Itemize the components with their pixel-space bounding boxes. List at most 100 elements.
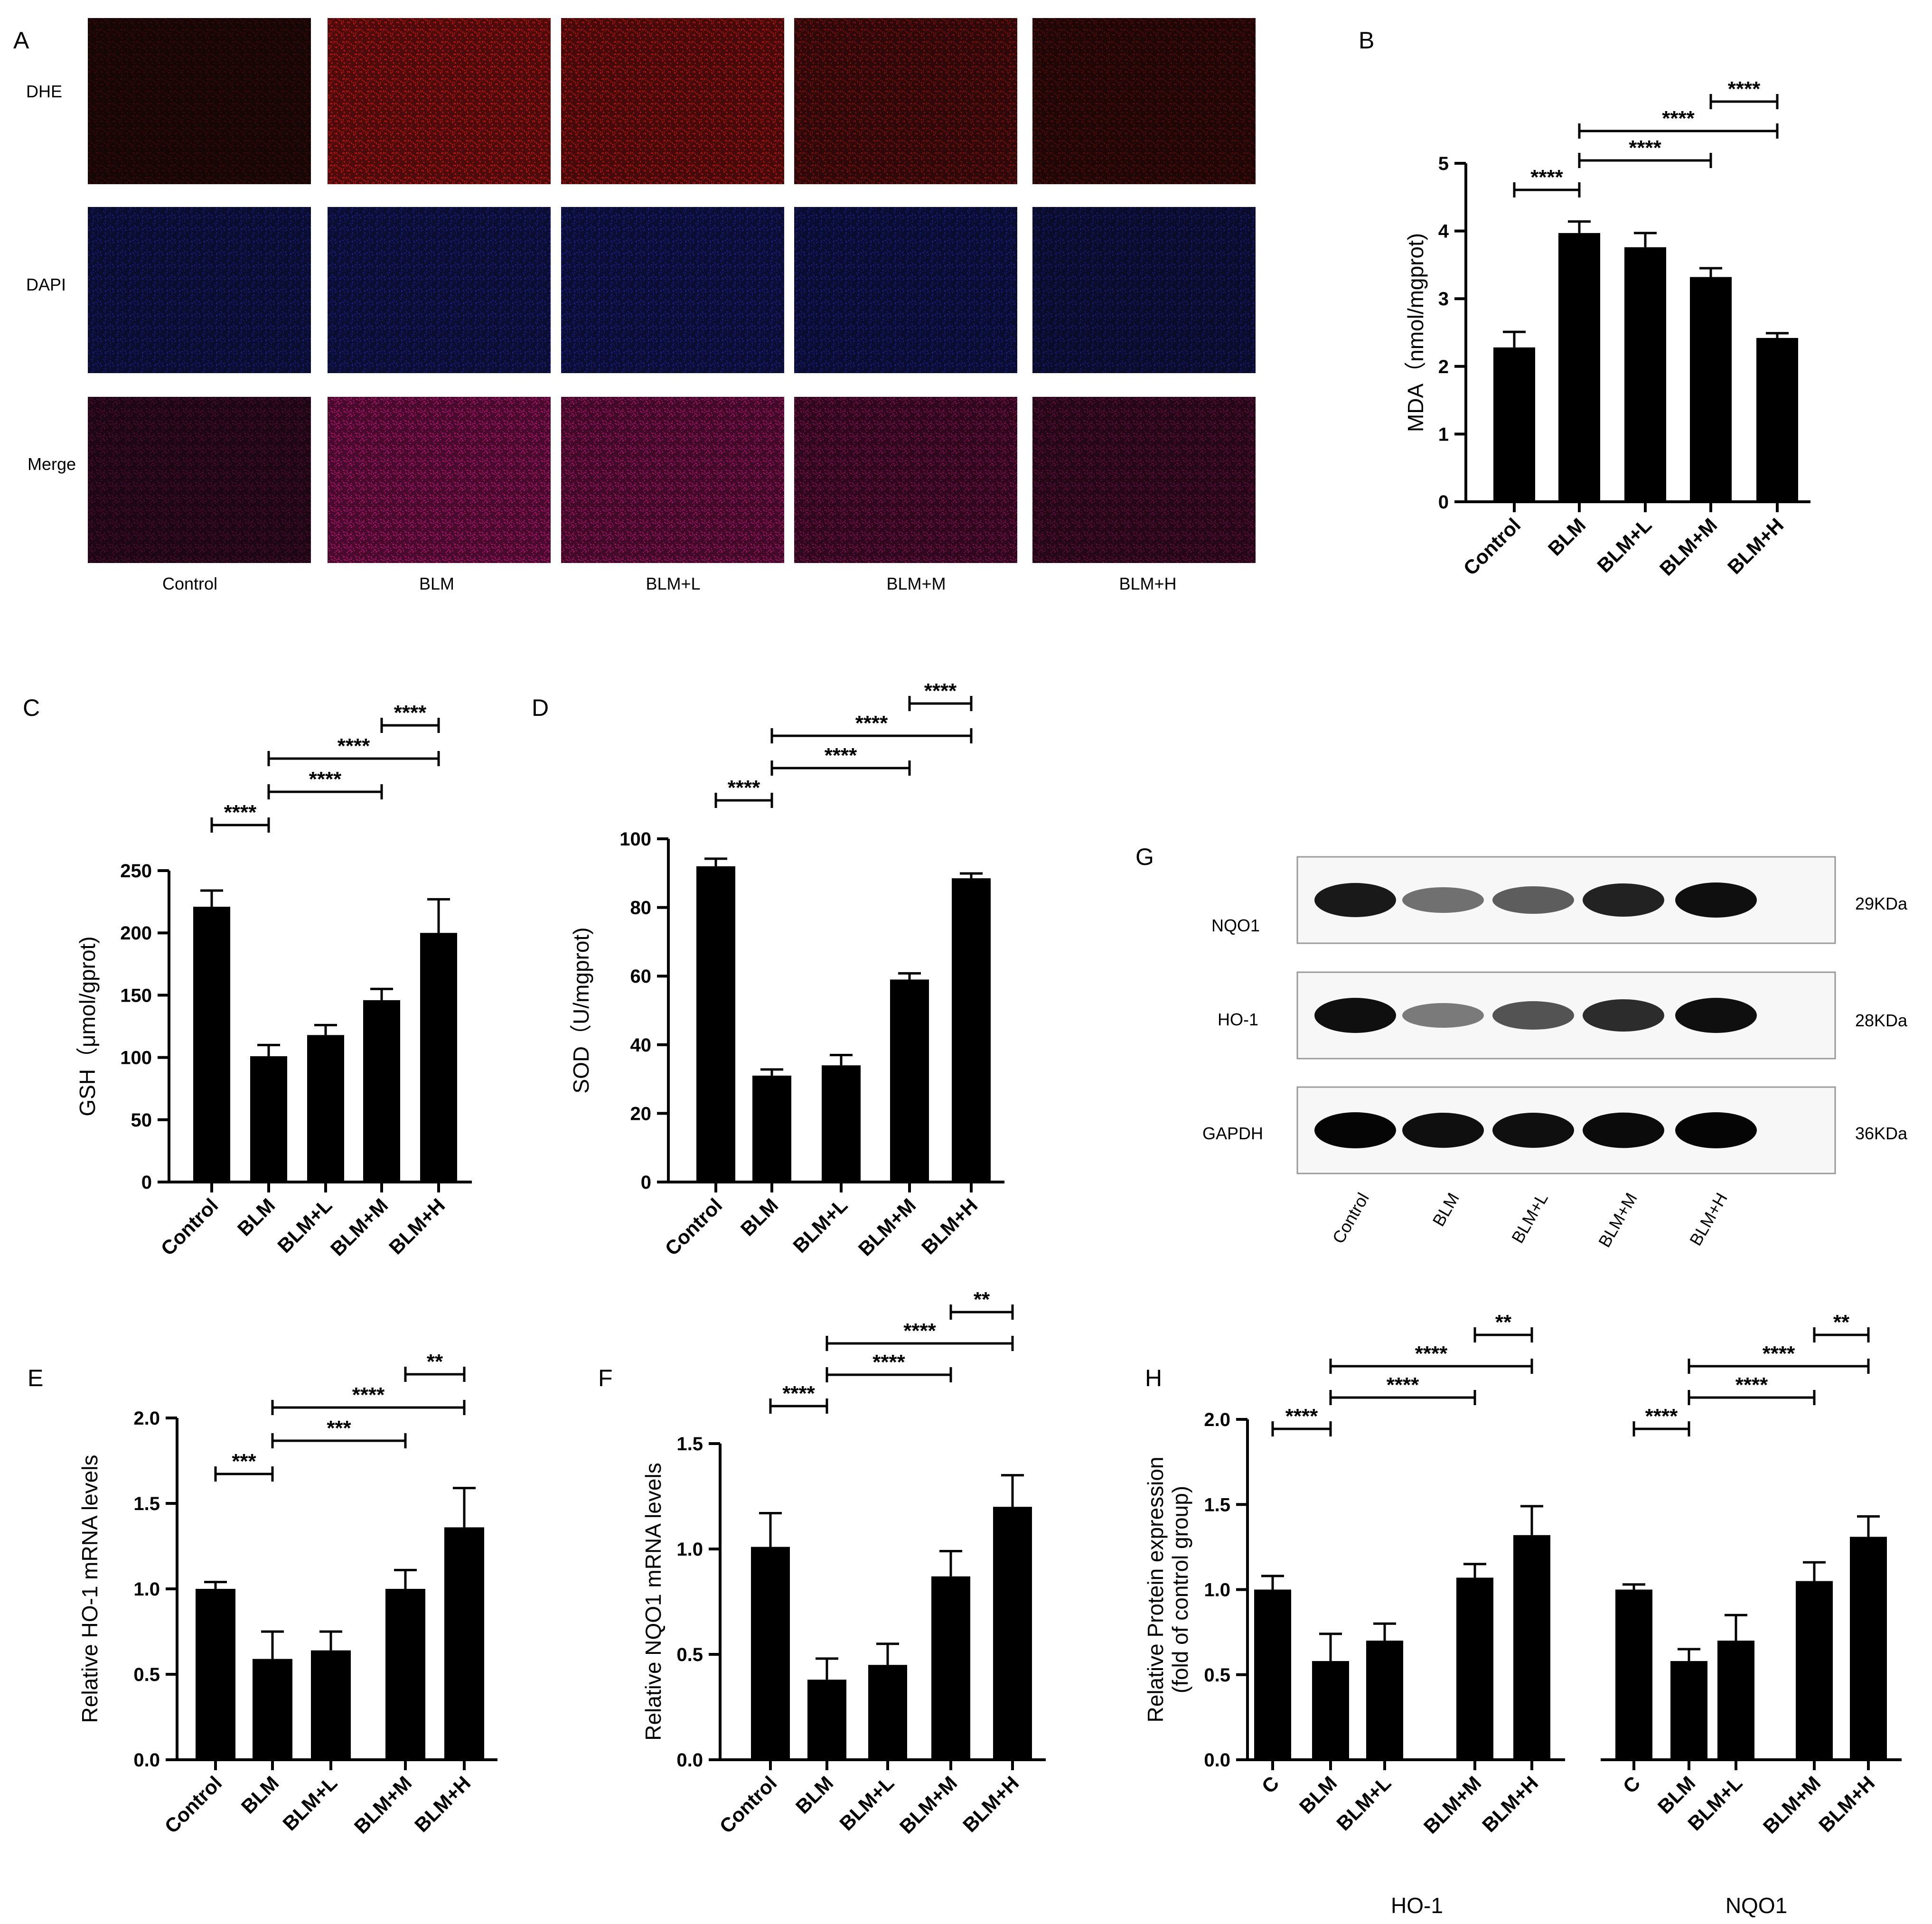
- micrograph-dhe-blm-l: [561, 18, 784, 184]
- bar: [1796, 1581, 1833, 1760]
- bar: [1366, 1641, 1403, 1760]
- bar: [807, 1680, 846, 1760]
- significance-label: ****: [855, 712, 888, 735]
- significance-bracket: ****: [1329, 1373, 1476, 1405]
- blot-gapdh: [1296, 1086, 1836, 1174]
- significance-label: ****: [1530, 166, 1563, 189]
- significance-label: ****: [224, 801, 257, 824]
- y-tick-label: 0.0: [676, 1750, 703, 1771]
- significance-label: ***: [327, 1417, 351, 1440]
- group-label-ho1: HO-1: [1391, 1893, 1443, 1918]
- y-tick-label: 1.5: [676, 1434, 703, 1455]
- bar: [868, 1665, 907, 1760]
- bar: [752, 1075, 791, 1182]
- micrograph-dapi-blm-m: [794, 207, 1017, 373]
- significance-bracket: ****: [770, 744, 911, 776]
- significance-label: ****: [394, 701, 427, 724]
- significance-label: **: [1495, 1311, 1512, 1334]
- significance-bracket: ****: [271, 1383, 466, 1415]
- bar: [1513, 1535, 1550, 1760]
- bar: [1850, 1537, 1887, 1760]
- bar: [822, 1065, 861, 1182]
- band: [1583, 883, 1664, 917]
- significance-label: **: [1833, 1311, 1850, 1334]
- panel-label-h: H: [1145, 1365, 1162, 1391]
- bar: [890, 979, 929, 1182]
- y-tick-label: 100: [120, 1048, 152, 1069]
- panel-label-b: B: [1359, 27, 1374, 54]
- y-axis-subtitle: (fold of control group): [1168, 1486, 1192, 1693]
- significance-bracket: ****: [769, 1382, 828, 1414]
- col-label-blm-h: BLM+H: [1119, 574, 1176, 593]
- significance-label: ****: [1629, 136, 1661, 160]
- panel-label-d: D: [532, 695, 549, 721]
- significance-bracket: ****: [908, 679, 973, 711]
- significance-bracket: ****: [825, 1319, 1014, 1351]
- micrograph-dhe-blm-m: [794, 18, 1017, 184]
- significance-label: ****: [728, 776, 760, 799]
- significance-bracket: **: [404, 1350, 466, 1382]
- y-tick-label: 5: [1438, 153, 1449, 174]
- panel-label-f: F: [598, 1365, 613, 1391]
- micrograph-dhe-control: [88, 18, 311, 184]
- bar: [1670, 1661, 1707, 1760]
- bar: [1312, 1661, 1349, 1760]
- row-label-dapi: DAPI: [26, 275, 66, 294]
- significance-bracket: ****: [267, 734, 440, 766]
- significance-bracket: ****: [1688, 1342, 1870, 1374]
- panel-label-c: C: [23, 695, 40, 721]
- significance-label: ****: [1387, 1373, 1419, 1397]
- significance-bracket: ****: [1688, 1373, 1816, 1405]
- row-label-merge: Merge: [28, 454, 76, 474]
- significance-bracket: ****: [1632, 1405, 1690, 1436]
- bar: [1690, 277, 1732, 502]
- y-tick-label: 2.0: [1204, 1409, 1230, 1430]
- y-tick-label: 20: [630, 1103, 652, 1124]
- panel-label-e: E: [28, 1365, 43, 1391]
- bar: [250, 1056, 287, 1182]
- bar: [420, 933, 457, 1182]
- y-tick-label: 0: [1438, 492, 1449, 513]
- y-tick-label: 80: [630, 898, 652, 919]
- y-axis-title: GSH（μmol/gprot): [75, 936, 100, 1116]
- row-label-dhe: DHE: [26, 82, 62, 101]
- y-tick-label: 0: [641, 1172, 651, 1193]
- y-tick-label: 1.0: [133, 1579, 160, 1600]
- band: [1314, 998, 1396, 1033]
- band: [1675, 882, 1757, 918]
- significance-bracket: ***: [214, 1450, 274, 1482]
- col-label-blm-l: BLM+L: [646, 574, 700, 593]
- col-label-blm: BLM: [419, 574, 454, 593]
- band-label-ho1: HO-1: [1218, 1010, 1258, 1029]
- significance-label: ***: [232, 1450, 256, 1473]
- y-tick-label: 4: [1438, 221, 1449, 242]
- micrograph-merge-blm: [328, 397, 551, 563]
- micrograph-merge-blm-h: [1032, 397, 1256, 563]
- significance-bracket: ****: [1578, 107, 1779, 139]
- micrograph-dapi-control: [88, 207, 311, 373]
- bar: [193, 907, 230, 1182]
- col-label-control: Control: [162, 574, 217, 593]
- western-blot-panel: NQO1 HO-1 GAPDH 29KDa 28KDa 36KDa Contro…: [1202, 856, 1908, 1250]
- bar: [952, 878, 991, 1182]
- significance-bracket: ****: [1271, 1405, 1332, 1436]
- bar: [444, 1527, 484, 1760]
- y-tick-label: 250: [120, 861, 152, 882]
- band: [1492, 886, 1574, 914]
- bar: [1717, 1641, 1754, 1760]
- band: [1675, 998, 1757, 1033]
- y-axis-title: MDA（nmol/mgprot): [1403, 233, 1428, 432]
- significance-label: ****: [338, 734, 370, 758]
- significance-bracket: ****: [1513, 166, 1581, 197]
- significance-label: ****: [1415, 1342, 1448, 1365]
- y-tick-label: 1.0: [1204, 1580, 1230, 1601]
- significance-label: **: [974, 1288, 990, 1311]
- bar: [1756, 338, 1798, 502]
- band: [1492, 1113, 1574, 1148]
- significance-bracket: ****: [380, 701, 440, 733]
- bar: [1624, 247, 1666, 502]
- significance-label: ****: [1662, 107, 1695, 130]
- bar: [1493, 347, 1535, 502]
- size-label-ho1: 28KDa: [1855, 1011, 1908, 1030]
- y-tick-label: 0: [141, 1172, 152, 1193]
